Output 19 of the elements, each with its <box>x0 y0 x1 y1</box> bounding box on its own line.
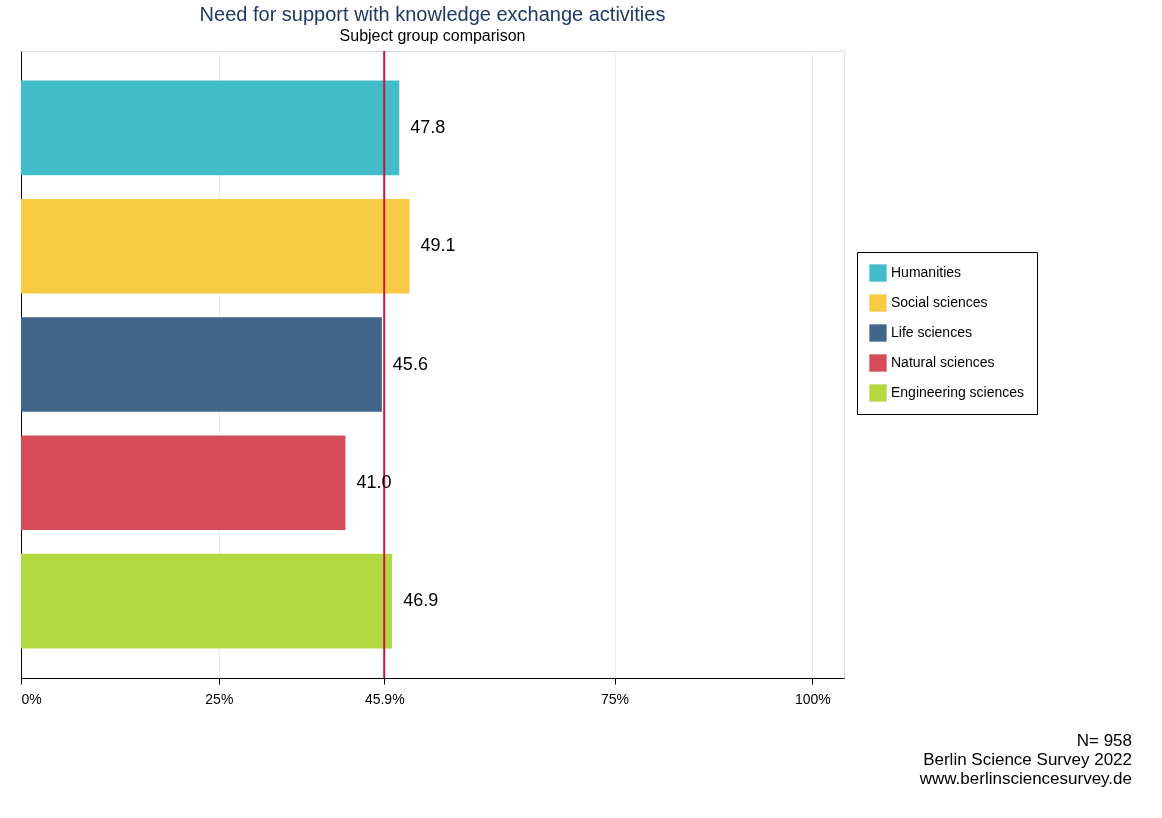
data-label: 45.6 <box>392 353 428 374</box>
text: www.berlinsciencesurvey.de <box>918 769 1132 788</box>
data-label: 47.8 <box>410 116 446 137</box>
legend-label: Natural sciences <box>891 354 995 370</box>
legend-label: Social sciences <box>891 294 988 310</box>
x-tick-label: 25% <box>205 690 234 707</box>
x-tick-label: 100% <box>794 690 831 707</box>
x-tick-label: 0% <box>21 690 42 707</box>
x-tick-label: 75% <box>600 690 630 707</box>
chart-subtitle: Subject group comparison <box>339 27 526 44</box>
data-label: 46.9 <box>403 590 439 611</box>
x-tick-label: 45.9% <box>364 690 405 707</box>
data-label: 49.1 <box>420 235 456 256</box>
text: Berlin Science Survey 2022 <box>923 750 1132 769</box>
legend-label: Life sciences <box>891 324 972 340</box>
legend-label: Humanities <box>891 264 962 280</box>
legend-label: Engineering sciences <box>891 384 1025 400</box>
chart-title: Need for support with knowledge exchange activities <box>199 3 666 25</box>
text: N= 958 <box>1076 731 1132 750</box>
